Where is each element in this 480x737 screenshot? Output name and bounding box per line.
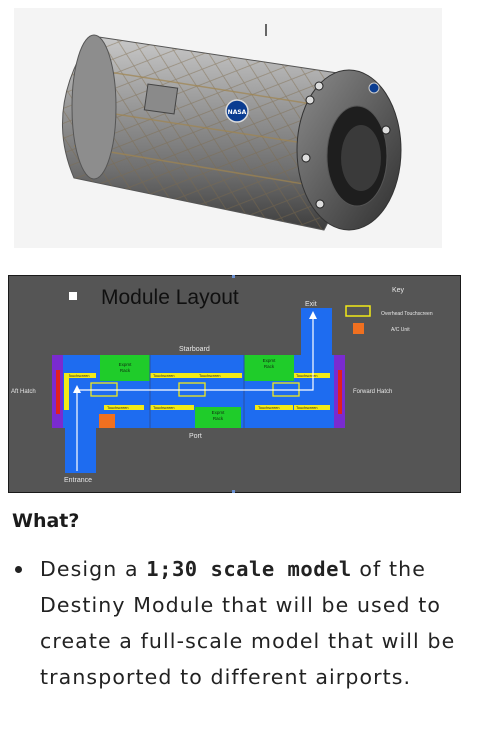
module-body	[61, 34, 352, 231]
aft-hatch-label: Aft Hatch	[11, 389, 36, 395]
edge-mark	[232, 490, 235, 493]
ac-unit	[99, 414, 115, 428]
bullet-text-post: of the Destiny Module that will be used …	[40, 557, 456, 689]
bullet-text-pre: Design a	[40, 557, 147, 581]
touchscreen-strip	[255, 405, 293, 410]
key-overhead-label: Overhead Touchscreen	[381, 311, 433, 317]
destiny-module-photo: NASA	[14, 8, 442, 248]
rack-label-line1: Expmt	[212, 410, 226, 415]
bullet-text-bold: 1;30 scale model	[146, 557, 352, 581]
port-label: Port	[189, 433, 202, 440]
touchscreen-strip	[66, 373, 96, 378]
touchscreen-strip-vertical	[64, 373, 69, 410]
expmt-rack-port	[195, 407, 241, 428]
entrance-shaft	[65, 425, 96, 473]
key-overhead-swatch	[345, 305, 371, 317]
touchscreen-strip	[104, 405, 144, 410]
touchscreen-label: Touchscreen	[107, 406, 129, 410]
touchscreen-label: Touchscreen	[68, 374, 90, 378]
touchscreen-strip	[150, 373, 196, 378]
module-layout-diagram: Module Layout Key Overhead Touchscreen A…	[8, 275, 461, 493]
touchscreen-strip	[150, 405, 194, 410]
rack-label-line2: Rack	[120, 368, 131, 373]
touchscreen-strip	[196, 373, 242, 378]
bullet-item: Design a 1;30 scale model of the Destiny…	[12, 551, 472, 695]
nasa-badge: NASA	[225, 99, 249, 123]
section-heading: What?	[12, 510, 80, 532]
touchscreen-strip	[294, 405, 330, 410]
touchscreen-label: Touchscreen	[258, 406, 280, 410]
edge-mark	[232, 275, 235, 278]
exit-shaft	[301, 308, 332, 358]
entrance-arrowhead	[73, 385, 81, 393]
touchscreen-strip	[294, 373, 330, 378]
rack-label-line1: Expmt	[263, 358, 277, 363]
rack-label-line2: Rack	[264, 364, 275, 369]
diagram-title: Module Layout	[101, 286, 239, 309]
aft-hatch-door	[56, 370, 60, 414]
touchscreen-label: Touchscreen	[199, 374, 221, 378]
key-ac-swatch	[353, 323, 364, 334]
rack-label-line2: Rack	[213, 416, 224, 421]
walk-path	[76, 317, 314, 471]
key-title: Key	[392, 287, 405, 294]
key-ac-label: A/C Unit	[391, 327, 410, 333]
title-bullet	[69, 292, 77, 300]
touchscreen-label: Touchscreen	[296, 406, 318, 410]
forward-hatch-door	[338, 370, 342, 414]
forward-hatch-label: Forward Hatch	[353, 389, 392, 395]
starboard-label: Starboard	[179, 346, 210, 353]
touchscreen-label: Touchscreen	[296, 374, 318, 378]
exit-label: Exit	[305, 301, 317, 308]
expmt-rack-starboard-2	[244, 355, 294, 381]
touchscreen-label: Touchscreen	[153, 374, 175, 378]
exit-arrowhead	[309, 311, 317, 319]
entrance-label: Entrance	[64, 477, 92, 484]
rack-label-line1: Expmt	[119, 362, 133, 367]
touchscreen-label: Touchscreen	[153, 406, 175, 410]
module-end-ring	[296, 69, 402, 231]
bullet-list: Design a 1;30 scale model of the Destiny…	[12, 551, 472, 695]
bullet-dot	[15, 566, 22, 573]
nasa-badge-text: NASA	[228, 109, 247, 116]
expmt-rack-starboard-1	[100, 355, 150, 381]
